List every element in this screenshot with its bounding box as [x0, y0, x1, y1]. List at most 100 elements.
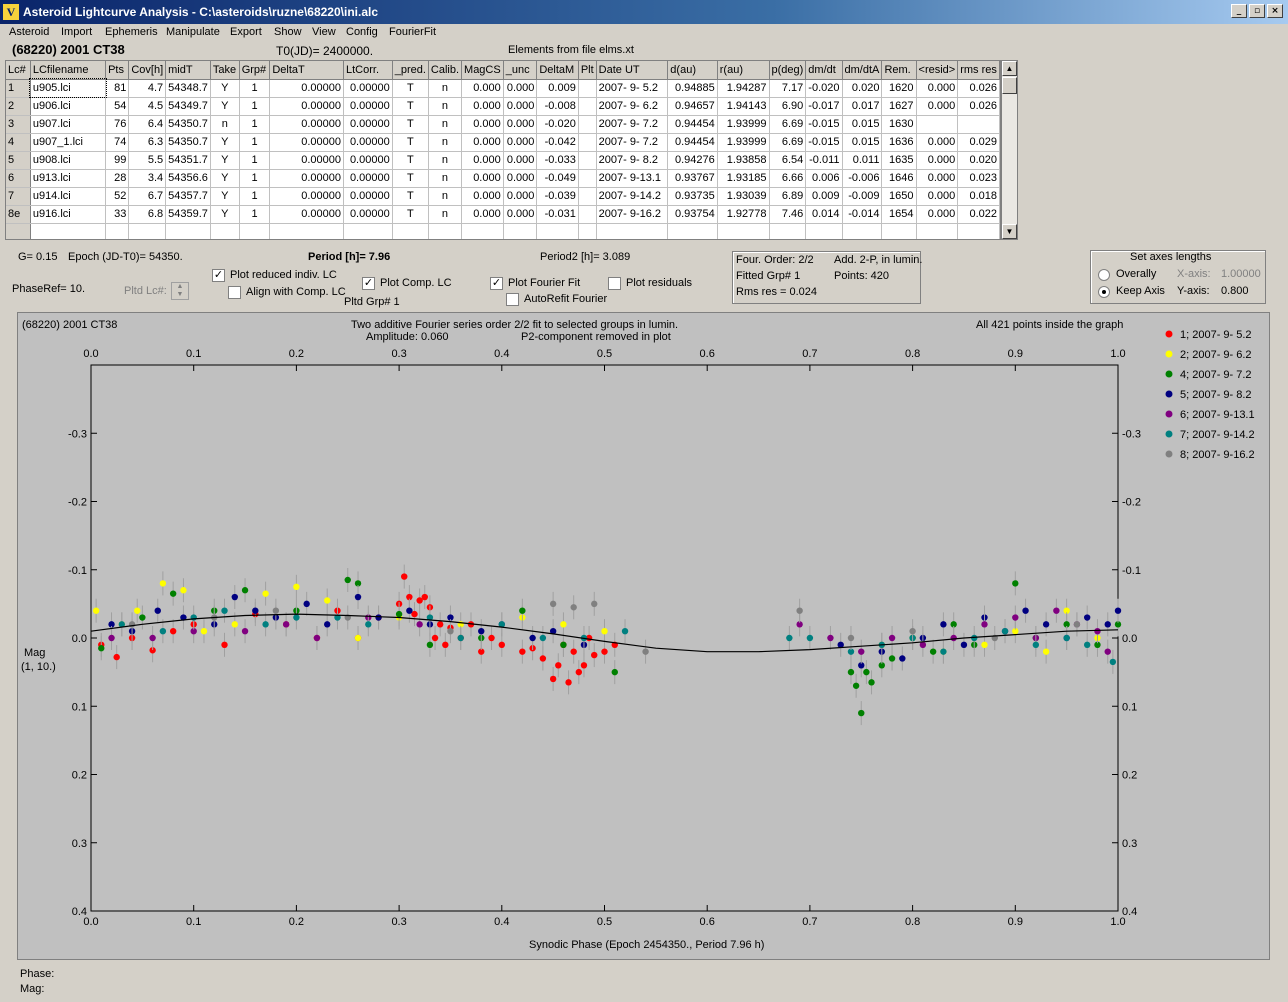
- table-cell[interactable]: n: [428, 133, 463, 152]
- table-cell[interactable]: 5.5: [128, 151, 167, 170]
- table-cell[interactable]: 1: [239, 205, 271, 224]
- lightcurve-chart[interactable]: 0.0 0.0 0.1 0.1 0.2 0.2 0.3 0.3 0.4 0.4 0.5 0.5 0.6 0…: [18, 313, 1269, 959]
- column-header[interactable]: r(au): [717, 61, 770, 80]
- table-cell[interactable]: Y: [210, 169, 240, 188]
- table-cell[interactable]: [105, 223, 130, 239]
- menu-manipulate[interactable]: Manipulate: [166, 26, 220, 38]
- table-cell[interactable]: 6.8: [128, 205, 167, 224]
- column-header[interactable]: Grp#: [239, 61, 271, 80]
- table-cell[interactable]: [343, 223, 393, 239]
- table-cell[interactable]: 0.00000: [343, 79, 393, 98]
- table-row[interactable]: 4 u907_1.lci 74 6.3 54350.7 Y 1 0.00000 0.00000 T…: [6, 133, 1000, 152]
- table-cell[interactable]: 1.93185: [717, 169, 770, 188]
- column-header[interactable]: Calib.: [428, 61, 463, 80]
- table-cell[interactable]: -0.020: [536, 115, 579, 134]
- table-cell[interactable]: 0.000: [503, 205, 538, 224]
- column-header[interactable]: _pred.: [392, 61, 429, 80]
- table-cell[interactable]: 1: [239, 151, 271, 170]
- table-cell[interactable]: 0.009: [805, 187, 843, 206]
- table-cell[interactable]: 0.026: [957, 79, 1000, 98]
- table-cell[interactable]: 28: [105, 169, 130, 188]
- table-cell[interactable]: 1.93858: [717, 151, 770, 170]
- table-cell[interactable]: T: [392, 169, 429, 188]
- table-cell[interactable]: 2007- 9- 5.2: [596, 79, 669, 98]
- table-cell[interactable]: [578, 115, 597, 134]
- table-cell[interactable]: [578, 223, 597, 239]
- plot-fourier-checkbox[interactable]: ✓: [490, 277, 503, 290]
- table-cell[interactable]: 1.94143: [717, 97, 770, 116]
- table-cell[interactable]: 0.00000: [343, 205, 393, 224]
- table-cell[interactable]: Y: [210, 151, 240, 170]
- column-header[interactable]: LtCorr.: [343, 61, 393, 80]
- column-header[interactable]: DeltaT: [269, 61, 344, 80]
- table-cell[interactable]: 0.000: [916, 79, 959, 98]
- table-cell[interactable]: n: [428, 97, 463, 116]
- table-cell[interactable]: 4.7: [128, 79, 167, 98]
- column-header[interactable]: Plt: [578, 61, 597, 80]
- table-cell[interactable]: n: [428, 169, 463, 188]
- table-cell[interactable]: -0.042: [536, 133, 579, 152]
- table-cell[interactable]: 0.000: [503, 115, 538, 134]
- table-cell[interactable]: 2007- 9- 7.2: [596, 115, 669, 134]
- table-cell[interactable]: [6, 223, 31, 239]
- table-cell[interactable]: [957, 115, 1000, 134]
- table-cell[interactable]: 0.000: [503, 169, 538, 188]
- table-cell[interactable]: 1646: [881, 169, 917, 188]
- table-cell[interactable]: 0.00000: [343, 133, 393, 152]
- table-cell[interactable]: [578, 205, 597, 224]
- table-cell[interactable]: 1: [239, 169, 271, 188]
- table-cell[interactable]: u907.lci: [30, 115, 107, 134]
- table-cell[interactable]: Y: [210, 205, 240, 224]
- xaxis-value[interactable]: 1.00000: [1221, 268, 1261, 280]
- table-cell[interactable]: [578, 133, 597, 152]
- table-cell[interactable]: 1: [239, 187, 271, 206]
- column-header[interactable]: midT: [165, 61, 211, 80]
- row-header[interactable]: 3: [6, 115, 31, 134]
- table-cell[interactable]: 2007- 9- 6.2: [596, 97, 669, 116]
- table-cell[interactable]: -0.015: [805, 115, 843, 134]
- table-cell[interactable]: 0.000: [503, 79, 538, 98]
- overall-radio[interactable]: [1098, 269, 1110, 281]
- row-header[interactable]: 1: [6, 79, 31, 98]
- table-cell[interactable]: 0.000: [503, 97, 538, 116]
- menu-view[interactable]: View: [312, 26, 336, 38]
- table-cell[interactable]: 0.018: [957, 187, 1000, 206]
- column-header[interactable]: p(deg): [769, 61, 807, 80]
- table-cell[interactable]: 0.000: [461, 97, 504, 116]
- table-cell[interactable]: 0.94657: [667, 97, 718, 116]
- table-cell[interactable]: u907_1.lci: [30, 133, 107, 152]
- table-cell[interactable]: [769, 223, 807, 239]
- table-cell[interactable]: T: [392, 115, 429, 134]
- scroll-thumb[interactable]: [1002, 77, 1017, 94]
- table-cell[interactable]: 4.5: [128, 97, 167, 116]
- table-cell[interactable]: 54356.6: [165, 169, 211, 188]
- table-cell[interactable]: u906.lci: [30, 97, 107, 116]
- column-header[interactable]: MagCS: [461, 61, 504, 80]
- table-cell[interactable]: 1627: [881, 97, 917, 116]
- table-cell[interactable]: [578, 79, 597, 98]
- align-comp-checkbox[interactable]: [228, 286, 241, 299]
- table-cell[interactable]: n: [428, 187, 463, 206]
- table-cell[interactable]: 0.94454: [667, 133, 718, 152]
- table-cell[interactable]: 0.93754: [667, 205, 718, 224]
- table-cell[interactable]: [578, 169, 597, 188]
- table-cell[interactable]: 0.00000: [269, 79, 344, 98]
- table-cell[interactable]: u916.lci: [30, 205, 107, 224]
- column-header[interactable]: DeltaM: [536, 61, 579, 80]
- column-header[interactable]: Rem.: [881, 61, 917, 80]
- table-cell[interactable]: 0.014: [805, 205, 843, 224]
- column-header[interactable]: LCfilename: [30, 61, 107, 80]
- table-cell[interactable]: n: [428, 151, 463, 170]
- table-cell[interactable]: 0.93767: [667, 169, 718, 188]
- table-cell[interactable]: 6.69: [769, 133, 807, 152]
- table-cell[interactable]: 6.3: [128, 133, 167, 152]
- table-cell[interactable]: 0.00000: [269, 133, 344, 152]
- table-cell[interactable]: 0.015: [842, 115, 883, 134]
- table-cell[interactable]: 0.006: [805, 169, 843, 188]
- table-cell[interactable]: 0.000: [916, 187, 959, 206]
- row-header[interactable]: 6: [6, 169, 31, 188]
- table-cell[interactable]: 6.54: [769, 151, 807, 170]
- table-cell[interactable]: 1635: [881, 151, 917, 170]
- table-cell[interactable]: 0.000: [503, 133, 538, 152]
- table-cell[interactable]: [239, 223, 271, 239]
